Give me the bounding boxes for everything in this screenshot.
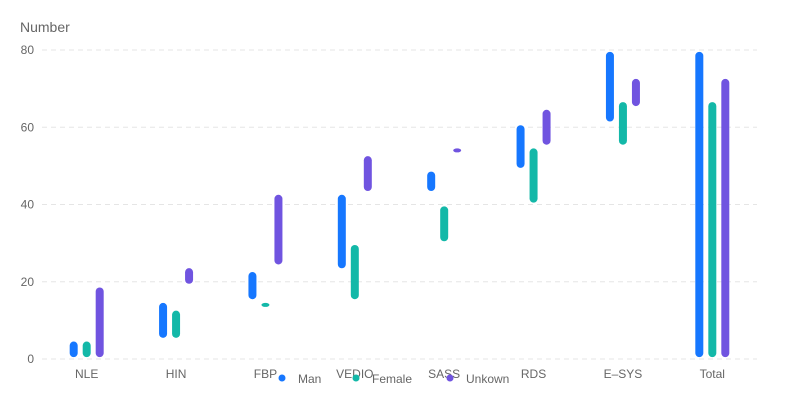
- bar-unkown-fbp: [274, 194, 283, 265]
- x-tick-labels: NLE HIN FBP VEDIO SASS RDS E–SYS Total: [75, 367, 725, 381]
- bars: [69, 51, 730, 358]
- x-tick-label: FBP: [254, 367, 277, 381]
- bar-man-e–sys: [605, 51, 614, 122]
- legend-marker-female: [352, 374, 360, 382]
- legend-label: Unkown: [466, 372, 509, 386]
- bar-unkown-total: [721, 78, 730, 358]
- y-tick-label: 60: [21, 120, 35, 134]
- bar-man-total: [695, 51, 704, 358]
- y-tick-label: 20: [21, 275, 35, 289]
- bar-unkown-e–sys: [631, 78, 640, 107]
- bar-man-vedio: [337, 194, 346, 269]
- x-tick-label: HIN: [166, 367, 187, 381]
- legend-label: Female: [372, 372, 412, 386]
- bar-man-nle: [69, 341, 78, 358]
- x-tick-label: Total: [700, 367, 725, 381]
- bar-man-rds: [516, 125, 525, 168]
- y-tick-label: 40: [21, 198, 35, 212]
- legend-marker-unkown: [446, 374, 454, 382]
- bar-unkown-vedio: [363, 156, 372, 192]
- legend-item-unkown[interactable]: Unkown: [446, 372, 510, 386]
- legend-item-man[interactable]: Man: [278, 372, 322, 386]
- x-tick-label: VEDIO: [336, 367, 373, 381]
- y-tick-label: 0: [27, 352, 34, 366]
- bar-female-fbp: [261, 302, 270, 307]
- bar-female-rds: [529, 148, 538, 203]
- legend-item-female[interactable]: Female: [352, 372, 413, 386]
- bar-unkown-sass: [453, 148, 462, 153]
- legend-label: Man: [298, 372, 321, 386]
- bar-unkown-nle: [95, 287, 104, 358]
- bar-man-sass: [427, 171, 436, 192]
- x-tick-label: NLE: [75, 367, 98, 381]
- y-tick-labels: 0 20 40 60 80: [21, 43, 35, 366]
- bar-unkown-rds: [542, 109, 551, 145]
- x-tick-label: RDS: [521, 367, 546, 381]
- bar-female-vedio: [350, 244, 359, 300]
- bar-man-fbp: [248, 272, 257, 300]
- legend-marker-man: [278, 374, 286, 382]
- bar-female-hin: [172, 310, 181, 338]
- bar-female-total: [708, 102, 717, 358]
- bar-female-e–sys: [618, 102, 627, 145]
- y-axis-title: Number: [20, 19, 70, 35]
- bar-female-sass: [440, 206, 449, 242]
- gridlines: [42, 49, 757, 360]
- x-tick-label: E–SYS: [604, 367, 643, 381]
- legend[interactable]: Man Female Unkown: [278, 372, 510, 386]
- bar-man-hin: [159, 302, 168, 338]
- x-tick-label: SASS: [428, 367, 460, 381]
- bar-unkown-hin: [185, 268, 194, 284]
- bar-female-nle: [82, 341, 91, 358]
- y-tick-label: 80: [21, 43, 35, 57]
